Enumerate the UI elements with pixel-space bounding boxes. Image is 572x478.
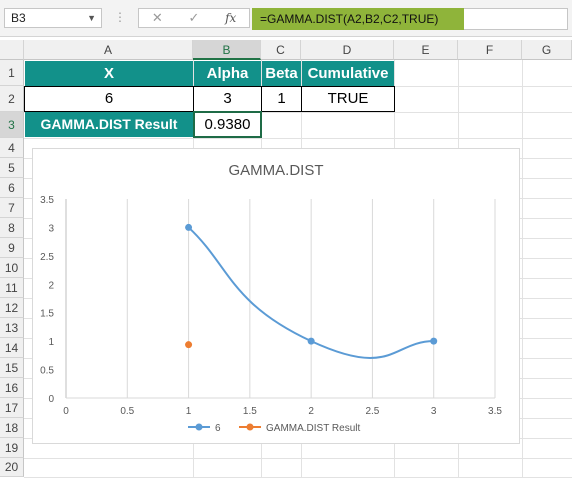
column-header-a[interactable]: A xyxy=(24,40,193,60)
row-header-20[interactable]: 20 xyxy=(0,458,24,477)
column-header-c[interactable]: C xyxy=(261,40,301,60)
x-tick-label: 1.5 xyxy=(243,406,257,417)
chart[interactable]: GAMMA.DIST 0 0.5 1 1.5 2 2.5 3 3.5 0 0.5 1 1.5 2 2.5 3… xyxy=(32,148,520,444)
data-point-series-2 xyxy=(185,341,193,349)
chart-title: GAMMA.DIST xyxy=(228,162,324,179)
y-tick-label: 3 xyxy=(48,223,54,234)
y-tick-label: 2 xyxy=(48,280,54,291)
row-header-7[interactable]: 7 xyxy=(0,198,24,218)
row-header-10[interactable]: 10 xyxy=(0,258,24,278)
y-tick-label: 3.5 xyxy=(40,195,54,206)
y-tick-label: 1 xyxy=(48,337,54,348)
row-header-4[interactable]: 4 xyxy=(0,138,24,158)
column-header-b[interactable]: B xyxy=(193,40,261,60)
formula-buttons: ✕ ✓ fx xyxy=(138,8,250,28)
data-point-series-1 xyxy=(185,223,193,231)
cell-b1[interactable]: Alpha xyxy=(194,61,261,86)
x-tick-label: 2 xyxy=(308,406,314,417)
y-tick-label: 0 xyxy=(48,394,54,405)
row-header-2[interactable]: 2 xyxy=(0,86,24,112)
cell-c1[interactable]: Beta xyxy=(262,61,301,86)
row-header-1[interactable]: 1 xyxy=(0,60,24,86)
x-tick-label: 3.5 xyxy=(488,406,502,417)
legend-marker-1 xyxy=(195,423,203,431)
y-tick-label: 0.5 xyxy=(40,366,54,377)
column-header-d[interactable]: D xyxy=(301,40,394,60)
row-header-13[interactable]: 13 xyxy=(0,318,24,338)
formula-bar: B3 ▼ ⋮ ✕ ✓ fx =GAMMA.DIST(A2,B2,C2,TRUE) xyxy=(0,0,572,37)
y-tick-label: 2.5 xyxy=(40,252,54,263)
x-tick-label: 0.5 xyxy=(120,406,134,417)
x-tick-label: 0 xyxy=(63,406,69,417)
select-all-corner[interactable] xyxy=(0,40,24,60)
row-header-18[interactable]: 18 xyxy=(0,418,24,438)
legend-label-1: 6 xyxy=(215,423,221,434)
data-point-series-1 xyxy=(430,337,438,345)
cell-a2[interactable]: 6 xyxy=(24,86,194,112)
row-header-6[interactable]: 6 xyxy=(0,178,24,198)
row-header-16[interactable]: 16 xyxy=(0,378,24,398)
row-header-8[interactable]: 8 xyxy=(0,218,24,238)
row-header-12[interactable]: 12 xyxy=(0,298,24,318)
cell-a1[interactable]: X xyxy=(25,61,193,86)
cell-c2[interactable]: 1 xyxy=(261,86,302,112)
cell-d1[interactable]: Cumulative xyxy=(302,61,394,86)
row-header-14[interactable]: 14 xyxy=(0,338,24,358)
x-tick-label: 1 xyxy=(186,406,192,417)
fx-icon[interactable]: fx xyxy=(225,11,237,25)
name-box-value: B3 xyxy=(11,11,26,25)
cell-b2[interactable]: 3 xyxy=(193,86,262,112)
legend-label-2: GAMMA.DIST Result xyxy=(266,423,360,434)
x-tick-label: 2.5 xyxy=(365,406,379,417)
row-header-3[interactable]: 3 xyxy=(0,112,24,138)
row-header-19[interactable]: 19 xyxy=(0,438,24,458)
formula-text[interactable]: =GAMMA.DIST(A2,B2,C2,TRUE) xyxy=(252,8,464,30)
name-box[interactable]: B3 ▼ xyxy=(4,8,102,28)
chart-plot: 0 0.5 1 1.5 2 2.5 3 3.5 0 0.5 1 1.5 2 2.5 3 3.5 6 GAMMA.D… xyxy=(40,195,502,434)
column-header-f[interactable]: F xyxy=(458,40,522,60)
y-tick-label: 1.5 xyxy=(40,309,54,320)
x-tick-label: 3 xyxy=(431,406,437,417)
row-header-11[interactable]: 11 xyxy=(0,278,24,298)
more-options-icon[interactable]: ⋮ xyxy=(114,10,126,24)
legend-marker-2 xyxy=(246,423,254,431)
data-point-series-1 xyxy=(307,337,315,345)
cancel-icon[interactable]: ✕ xyxy=(151,10,163,25)
cell-d2[interactable]: TRUE xyxy=(301,86,395,112)
column-header-g[interactable]: G xyxy=(522,40,572,60)
row-header-17[interactable]: 17 xyxy=(0,398,24,418)
row-header-5[interactable]: 5 xyxy=(0,158,24,178)
chevron-down-icon[interactable]: ▼ xyxy=(87,13,96,23)
column-header-e[interactable]: E xyxy=(394,40,458,60)
enter-icon[interactable]: ✓ xyxy=(188,10,200,25)
cell-a3[interactable]: GAMMA.DIST Result xyxy=(25,112,193,137)
cell-b3[interactable]: 0.9380 xyxy=(193,111,262,138)
row-header-15[interactable]: 15 xyxy=(0,358,24,378)
row-header-9[interactable]: 9 xyxy=(0,238,24,258)
